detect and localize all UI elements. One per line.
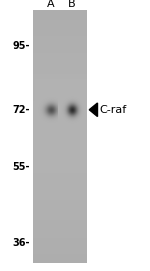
Polygon shape xyxy=(89,103,98,117)
Text: 55-: 55- xyxy=(12,162,30,172)
Text: B: B xyxy=(68,0,76,9)
Text: 72-: 72- xyxy=(12,105,30,115)
Text: 95-: 95- xyxy=(12,41,30,51)
Text: A: A xyxy=(47,0,55,9)
Text: 36-: 36- xyxy=(12,238,30,247)
Text: C-raf: C-raf xyxy=(100,105,127,115)
